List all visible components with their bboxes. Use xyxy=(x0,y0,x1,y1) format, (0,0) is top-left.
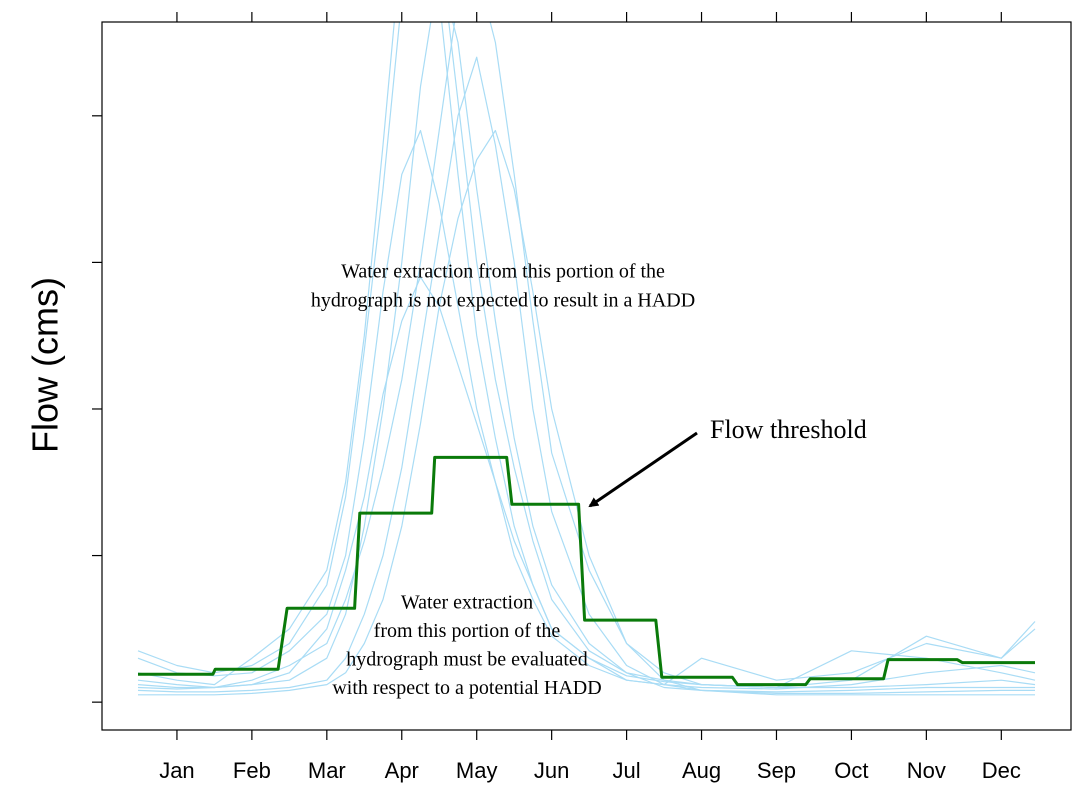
series-line xyxy=(137,22,1036,689)
x-tick-label: Sep xyxy=(757,758,796,783)
series-line xyxy=(137,129,1036,686)
x-tick-label: Jul xyxy=(613,758,641,783)
annotation-arrow xyxy=(588,431,698,508)
annotation-text: from this portion of the xyxy=(374,620,561,642)
annotation-text: hydrograph must be evaluated xyxy=(346,649,588,671)
x-tick-label: Jan xyxy=(159,758,194,783)
annotation-text: Water extraction xyxy=(401,592,533,614)
x-tick-label: Mar xyxy=(308,758,346,783)
series-line xyxy=(137,22,1035,693)
x-tick-label: May xyxy=(456,758,498,783)
annotation-text: Water extraction from this portion of th… xyxy=(341,261,665,283)
series-line xyxy=(137,22,1036,690)
x-tick-label: Nov xyxy=(907,758,946,783)
series-line xyxy=(137,276,1036,689)
x-tick-label: Jun xyxy=(534,758,569,783)
series-line xyxy=(137,22,1036,690)
series-line xyxy=(138,455,1035,687)
y-axis-label: Flow (cms) xyxy=(25,277,66,453)
x-tick-label: Dec xyxy=(982,758,1021,783)
x-tick-label: Oct xyxy=(834,758,868,783)
annotation-text: with respect to a potential HADD xyxy=(332,677,601,699)
plot-frame xyxy=(101,21,1072,731)
x-tick-label: Apr xyxy=(385,758,419,783)
annotation-text: hydrograph is not expected to result in … xyxy=(311,290,695,312)
x-tick-label: Aug xyxy=(682,758,721,783)
plot-area xyxy=(137,22,1036,696)
series-line xyxy=(137,56,1035,694)
x-tick-label: Feb xyxy=(233,758,271,783)
annotation-text: Flow threshold xyxy=(710,415,867,444)
series-line xyxy=(138,129,1035,696)
